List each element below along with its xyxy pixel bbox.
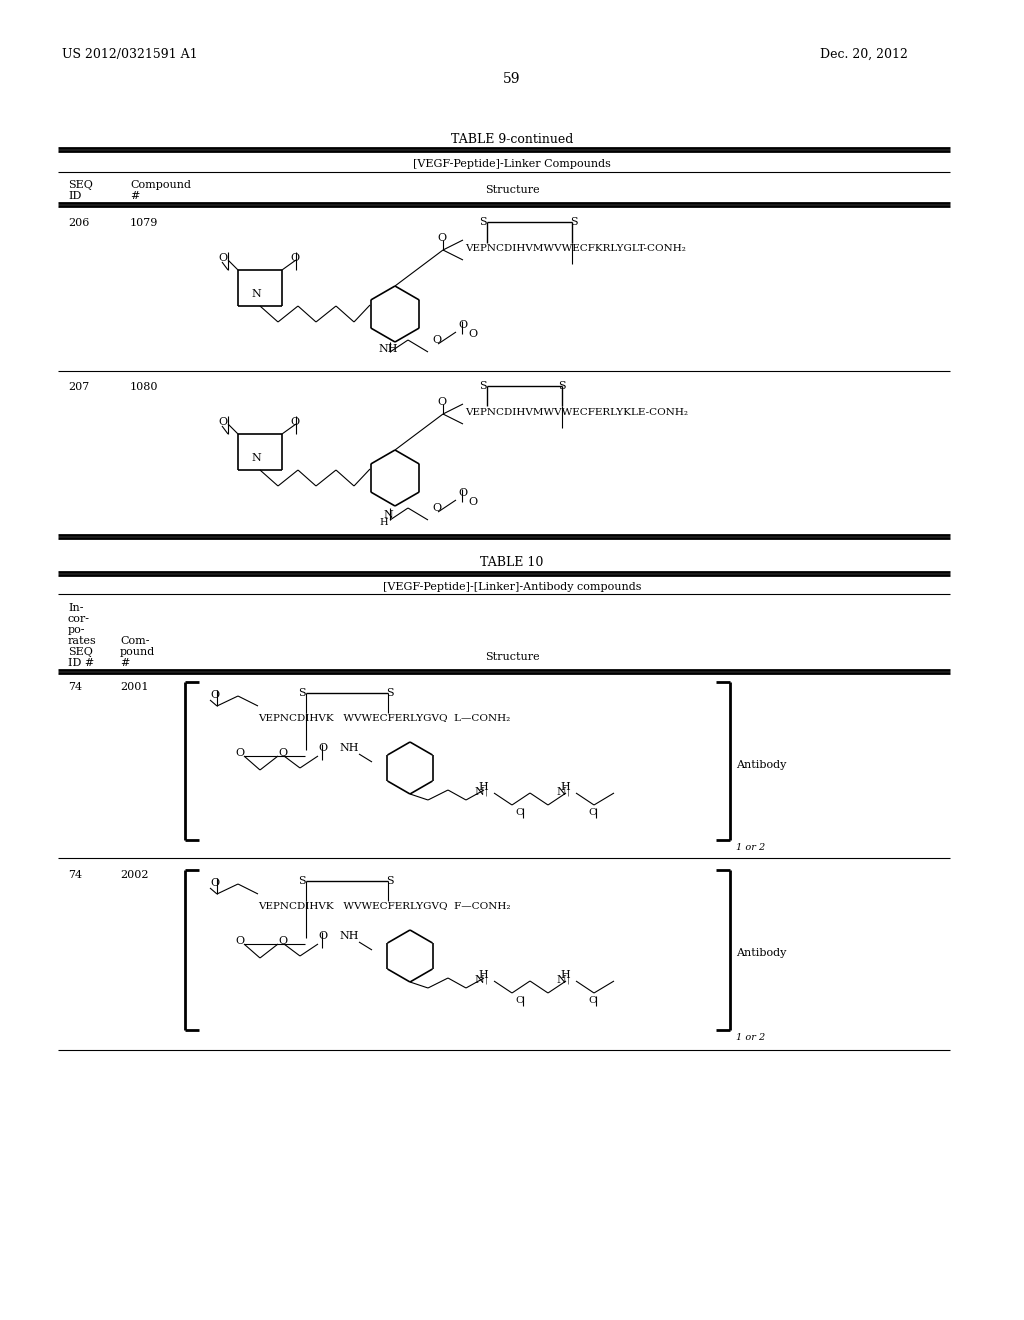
Text: 1 or 2: 1 or 2 — [736, 843, 765, 851]
Text: Dec. 20, 2012: Dec. 20, 2012 — [820, 48, 908, 61]
Text: po-: po- — [68, 624, 85, 635]
Text: H: H — [560, 781, 570, 792]
Text: NH: NH — [378, 345, 397, 354]
Text: N: N — [251, 453, 261, 463]
Text: NH: NH — [339, 743, 358, 752]
Text: S: S — [386, 876, 394, 886]
Text: O: O — [437, 234, 446, 243]
Text: O: O — [218, 417, 227, 426]
Text: TABLE 10: TABLE 10 — [480, 556, 544, 569]
Text: O: O — [236, 748, 245, 758]
Text: O: O — [210, 878, 219, 888]
Text: 2002: 2002 — [120, 870, 148, 880]
Text: Structure: Structure — [484, 185, 540, 195]
Text: O: O — [468, 329, 477, 339]
Text: 74: 74 — [68, 870, 82, 880]
Text: [VEGF-Peptide]-Linker Compounds: [VEGF-Peptide]-Linker Compounds — [413, 158, 611, 169]
Text: O: O — [516, 997, 524, 1005]
Text: ID: ID — [68, 191, 81, 201]
Text: US 2012/0321591 A1: US 2012/0321591 A1 — [62, 48, 198, 61]
Text: O: O — [210, 690, 219, 700]
Text: VEPNCDIHVK   WVWECFERLYGVQ  L—CONH₂: VEPNCDIHVK WVWECFERLYGVQ L—CONH₂ — [258, 713, 510, 722]
Text: #: # — [130, 191, 139, 201]
Text: H: H — [560, 970, 570, 979]
Text: O: O — [318, 743, 327, 752]
Text: Structure: Structure — [484, 652, 540, 663]
Text: S: S — [558, 381, 566, 391]
Text: O: O — [437, 397, 446, 407]
Text: 207: 207 — [68, 381, 89, 392]
Text: 59: 59 — [503, 73, 521, 86]
Text: Compound: Compound — [130, 180, 191, 190]
Text: N: N — [474, 787, 484, 797]
Text: H: H — [478, 970, 487, 979]
Text: O: O — [432, 503, 441, 513]
Text: N: N — [251, 289, 261, 300]
Text: O: O — [458, 319, 467, 330]
Text: 2001: 2001 — [120, 682, 148, 692]
Text: N: N — [556, 787, 566, 797]
Text: VEPNCDIHVMWVWECFERLYKLE-CONH₂: VEPNCDIHVMWVWECFERLYKLE-CONH₂ — [465, 408, 688, 417]
Text: S: S — [386, 688, 394, 698]
Text: SEQ: SEQ — [68, 180, 93, 190]
Text: cor-: cor- — [68, 614, 90, 624]
Text: O: O — [278, 748, 287, 758]
Text: O: O — [589, 808, 597, 817]
Text: In-: In- — [68, 603, 84, 612]
Text: N: N — [474, 975, 484, 985]
Text: 1079: 1079 — [130, 218, 159, 228]
Text: SEQ: SEQ — [68, 647, 93, 657]
Text: #: # — [120, 657, 129, 668]
Text: O: O — [318, 931, 327, 941]
Text: S: S — [479, 216, 486, 227]
Text: rates: rates — [68, 636, 96, 645]
Text: 1080: 1080 — [130, 381, 159, 392]
Text: 1 or 2: 1 or 2 — [736, 1034, 765, 1041]
Text: O: O — [290, 253, 299, 263]
Text: Antibody: Antibody — [736, 948, 786, 958]
Text: O: O — [468, 498, 477, 507]
Text: N: N — [556, 975, 566, 985]
Text: S: S — [479, 381, 486, 391]
Text: Antibody: Antibody — [736, 760, 786, 770]
Text: 206: 206 — [68, 218, 89, 228]
Text: O: O — [432, 335, 441, 345]
Text: pound: pound — [120, 647, 156, 657]
Text: S: S — [570, 216, 578, 227]
Text: O: O — [218, 253, 227, 263]
Text: VEPNCDIHVMWVWECFKRLYGLT-CONH₂: VEPNCDIHVMWVWECFKRLYGLT-CONH₂ — [465, 244, 686, 253]
Text: S: S — [298, 876, 306, 886]
Text: S: S — [298, 688, 306, 698]
Text: N: N — [383, 510, 393, 520]
Text: Com-: Com- — [120, 636, 150, 645]
Text: O: O — [290, 417, 299, 426]
Text: 74: 74 — [68, 682, 82, 692]
Text: TABLE 9-continued: TABLE 9-continued — [451, 133, 573, 147]
Text: ID #: ID # — [68, 657, 94, 668]
Text: NH: NH — [339, 931, 358, 941]
Text: O: O — [278, 936, 287, 946]
Text: O: O — [236, 936, 245, 946]
Text: VEPNCDIHVK   WVWECFERLYGVQ  F—CONH₂: VEPNCDIHVK WVWECFERLYGVQ F—CONH₂ — [258, 902, 511, 909]
Text: H: H — [380, 517, 388, 527]
Text: [VEGF-Peptide]-[Linker]-Antibody compounds: [VEGF-Peptide]-[Linker]-Antibody compoun… — [383, 582, 641, 591]
Text: O: O — [516, 808, 524, 817]
Text: O: O — [589, 997, 597, 1005]
Text: H: H — [478, 781, 487, 792]
Text: O: O — [458, 488, 467, 498]
